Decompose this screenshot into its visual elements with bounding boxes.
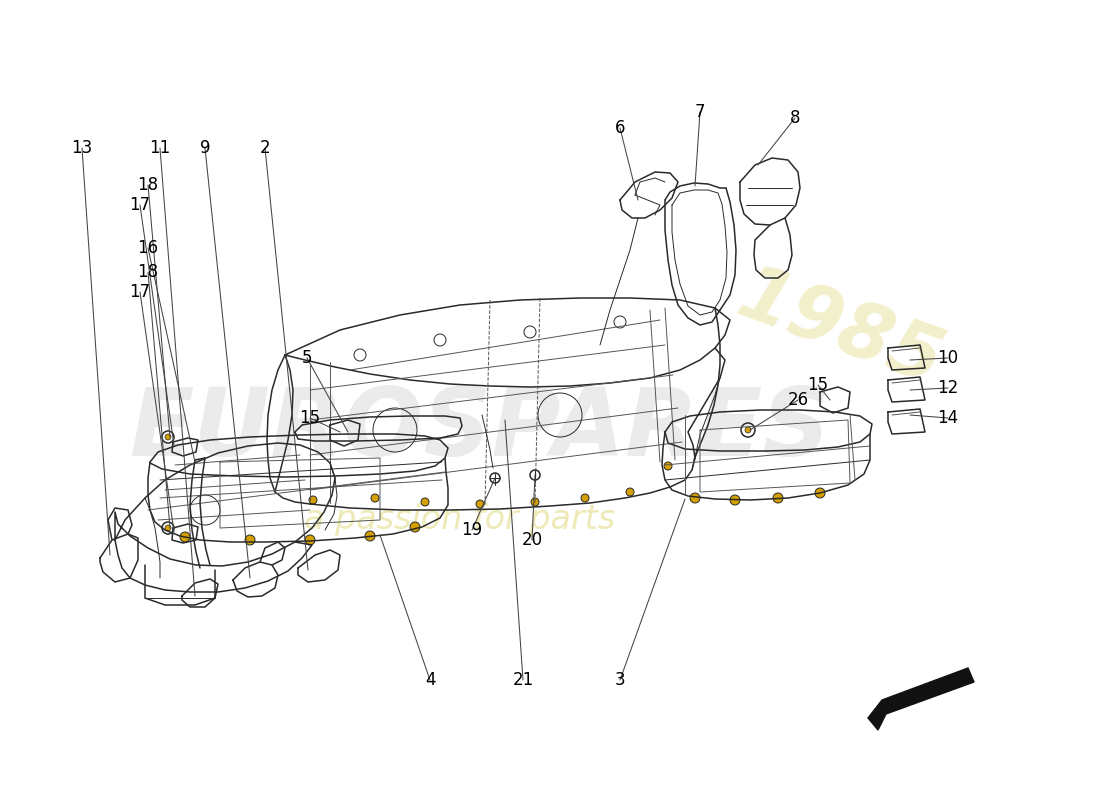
Circle shape [180, 532, 190, 542]
Text: 14: 14 [937, 409, 958, 427]
Text: 15: 15 [807, 376, 828, 394]
Circle shape [165, 434, 170, 440]
Text: EUROSPARES: EUROSPARES [130, 384, 830, 476]
Circle shape [365, 531, 375, 541]
Polygon shape [868, 668, 974, 730]
Text: 21: 21 [513, 671, 534, 689]
Circle shape [371, 494, 380, 502]
Circle shape [531, 498, 539, 506]
Circle shape [730, 495, 740, 505]
Text: 3: 3 [615, 671, 625, 689]
Text: 4: 4 [425, 671, 436, 689]
Circle shape [664, 462, 672, 470]
Circle shape [476, 500, 484, 508]
Text: 5: 5 [301, 349, 312, 367]
Text: 7: 7 [695, 103, 705, 121]
Circle shape [165, 525, 170, 531]
Text: 16: 16 [138, 239, 158, 257]
Circle shape [245, 535, 255, 545]
Circle shape [305, 535, 315, 545]
Circle shape [421, 498, 429, 506]
Text: 2: 2 [260, 139, 271, 157]
Text: a passion for parts: a passion for parts [305, 503, 616, 537]
Text: 17: 17 [130, 283, 151, 301]
Text: 20: 20 [521, 531, 542, 549]
Text: 13: 13 [72, 139, 92, 157]
Circle shape [745, 427, 751, 433]
Text: 10: 10 [937, 349, 958, 367]
Text: 15: 15 [299, 409, 320, 427]
Circle shape [626, 488, 634, 496]
Text: 18: 18 [138, 263, 158, 281]
Circle shape [410, 522, 420, 532]
Text: 18: 18 [138, 176, 158, 194]
Circle shape [773, 493, 783, 503]
Text: 19: 19 [461, 521, 483, 539]
Text: 12: 12 [937, 379, 958, 397]
Text: 6: 6 [615, 119, 625, 137]
Text: 11: 11 [150, 139, 170, 157]
Circle shape [815, 488, 825, 498]
Circle shape [309, 496, 317, 504]
Circle shape [690, 493, 700, 503]
Text: 1985: 1985 [727, 259, 953, 401]
Text: 8: 8 [790, 109, 801, 127]
Text: 9: 9 [200, 139, 210, 157]
Circle shape [581, 494, 589, 502]
Text: 26: 26 [788, 391, 808, 409]
Text: 17: 17 [130, 196, 151, 214]
